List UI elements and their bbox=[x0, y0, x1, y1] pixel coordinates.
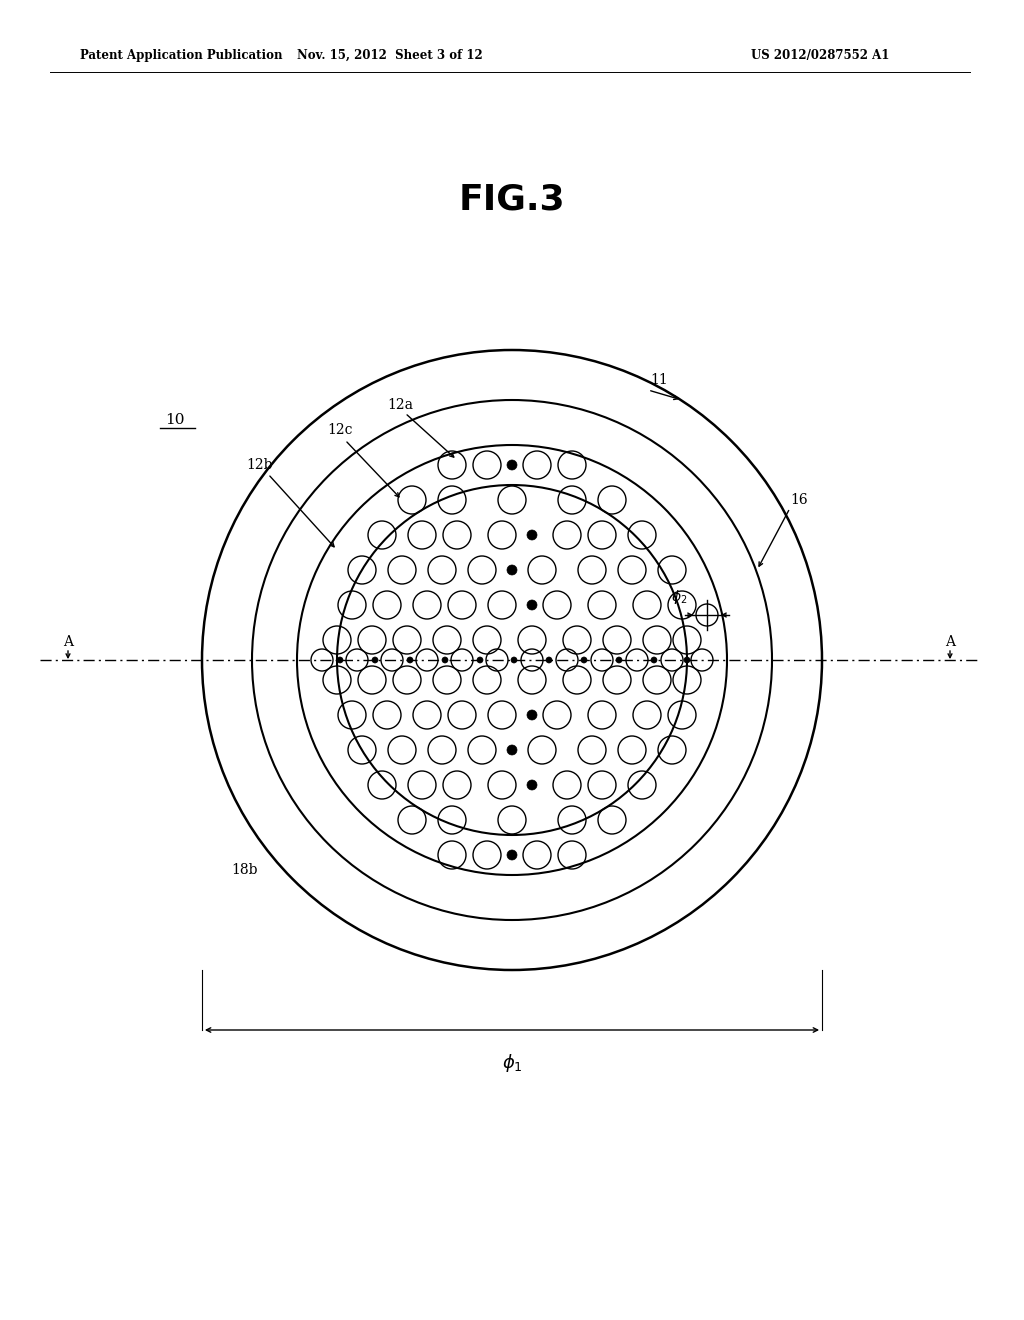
Circle shape bbox=[337, 657, 343, 663]
Circle shape bbox=[527, 531, 537, 540]
Circle shape bbox=[581, 657, 587, 663]
Circle shape bbox=[651, 657, 657, 663]
Circle shape bbox=[507, 744, 517, 755]
Circle shape bbox=[511, 657, 517, 663]
Circle shape bbox=[616, 657, 622, 663]
Text: 16: 16 bbox=[790, 492, 808, 507]
Circle shape bbox=[684, 657, 690, 663]
Circle shape bbox=[477, 657, 483, 663]
Circle shape bbox=[527, 710, 537, 719]
Circle shape bbox=[527, 780, 537, 789]
Text: 11: 11 bbox=[650, 374, 668, 387]
Circle shape bbox=[372, 657, 378, 663]
Text: FIG.3: FIG.3 bbox=[459, 183, 565, 216]
Circle shape bbox=[507, 459, 517, 470]
Text: Patent Application Publication: Patent Application Publication bbox=[80, 49, 283, 62]
Text: 18b: 18b bbox=[231, 863, 258, 876]
Circle shape bbox=[407, 657, 413, 663]
Circle shape bbox=[527, 601, 537, 610]
Text: A: A bbox=[945, 635, 955, 649]
Circle shape bbox=[546, 657, 552, 663]
Text: 10: 10 bbox=[165, 413, 184, 426]
Text: 12a: 12a bbox=[387, 399, 413, 412]
Circle shape bbox=[442, 657, 449, 663]
Text: Nov. 15, 2012  Sheet 3 of 12: Nov. 15, 2012 Sheet 3 of 12 bbox=[297, 49, 483, 62]
Circle shape bbox=[507, 565, 517, 576]
Text: A: A bbox=[63, 635, 73, 649]
Circle shape bbox=[507, 850, 517, 861]
Text: 12c: 12c bbox=[328, 422, 352, 437]
Text: US 2012/0287552 A1: US 2012/0287552 A1 bbox=[751, 49, 889, 62]
Text: 12b: 12b bbox=[247, 458, 273, 473]
Text: $\phi_1$: $\phi_1$ bbox=[502, 1052, 522, 1074]
Text: $\phi_2$: $\phi_2$ bbox=[671, 587, 687, 606]
